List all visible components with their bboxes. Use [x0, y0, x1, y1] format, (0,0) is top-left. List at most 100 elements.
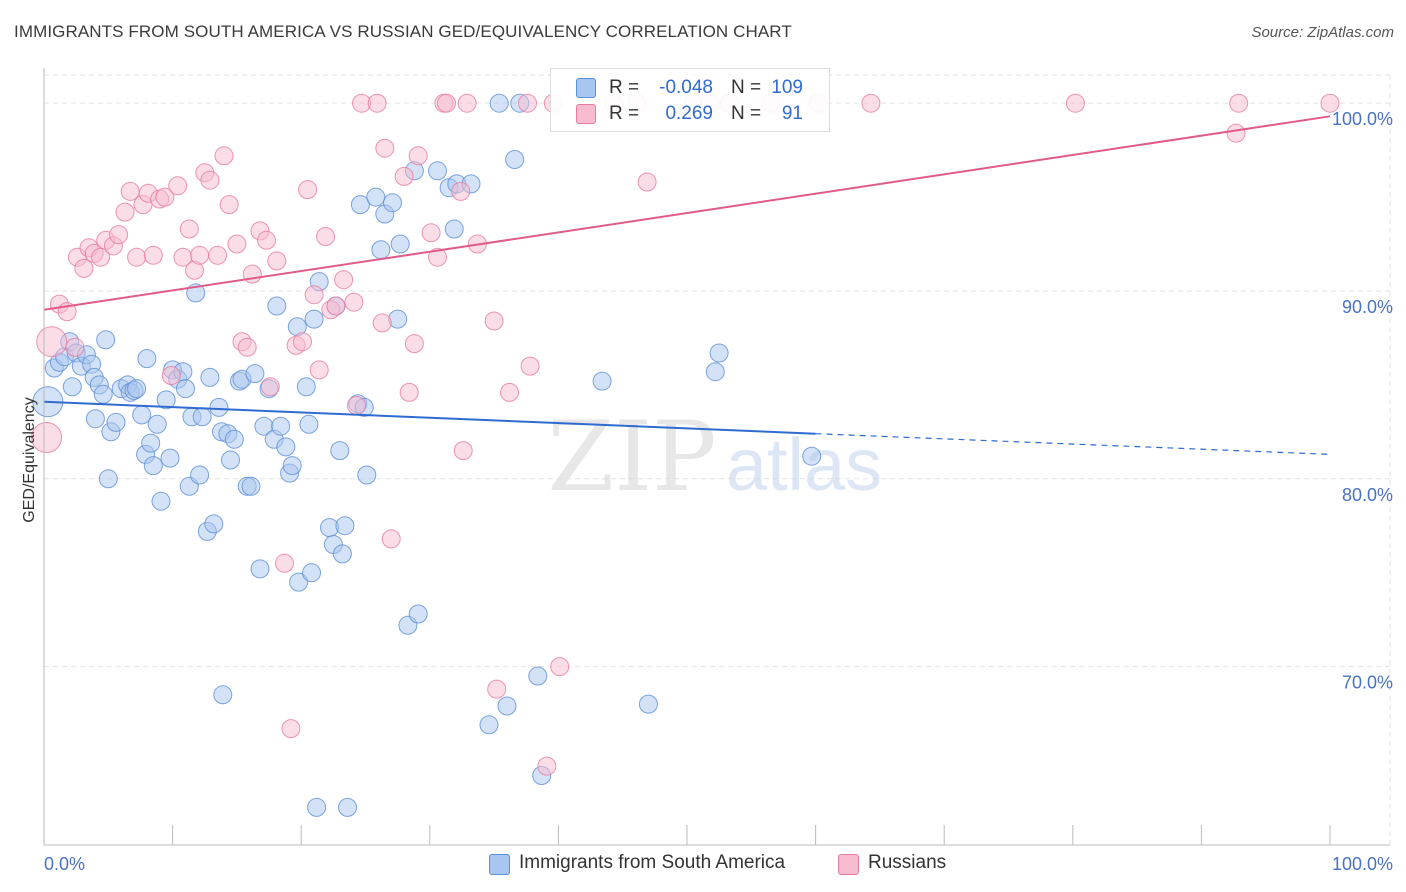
point-south-america [106, 412, 126, 432]
point-south-america [296, 377, 316, 397]
legend-r-label: R = [609, 77, 640, 98]
point-south-america [245, 364, 265, 384]
point-russians [143, 245, 163, 265]
point-russians [399, 382, 419, 402]
point-russians [242, 264, 262, 284]
y-tick-label: 90.0% [1342, 297, 1393, 317]
point-russians [428, 247, 447, 267]
point-south-america [271, 416, 291, 436]
point-south-america [505, 150, 525, 169]
point-south-america [289, 572, 309, 592]
point-russians [637, 172, 657, 192]
trend-russians [43, 115, 1331, 311]
series-legend: Immigrants from South America Russians [0, 850, 1406, 880]
data-points [31, 93, 1340, 817]
point-south-america [299, 414, 319, 434]
point-russians [214, 146, 234, 166]
point-russians [316, 227, 336, 246]
point-south-america [213, 685, 233, 705]
point-south-america [147, 414, 167, 434]
point-south-america [371, 240, 391, 260]
point-south-america [156, 390, 176, 410]
point-russians [227, 234, 247, 254]
point-russians [372, 313, 392, 333]
point-south-america [592, 371, 612, 391]
point-russians [257, 230, 276, 250]
series-swatch-russians [838, 854, 859, 875]
point-south-america [137, 349, 157, 369]
x-tick-label: 100.0% [1332, 854, 1393, 874]
legend-row-russians: R = 0.269 N = 91 [551, 101, 829, 127]
point-south-america [282, 456, 302, 476]
series-label-russians: Russians [868, 852, 947, 873]
point-south-america [705, 362, 725, 382]
legend-swatch-south-america [576, 78, 596, 98]
point-russians [344, 292, 364, 312]
y-tick-label: 100.0% [1332, 109, 1393, 129]
point-south-america [307, 797, 327, 817]
point-south-america [221, 450, 240, 470]
point-russians [347, 396, 366, 415]
point-south-america [338, 797, 357, 817]
point-south-america [62, 377, 82, 397]
point-russians [375, 138, 395, 158]
legend-row-south-america: R = -0.048 N = 109 [551, 75, 829, 101]
point-south-america [192, 407, 212, 427]
point-south-america [302, 563, 321, 583]
legend-n-label: N = [731, 77, 762, 98]
point-russians [293, 332, 312, 352]
legend-swatch-russians [576, 104, 596, 124]
point-south-america [383, 193, 402, 213]
legend-n-value: 91 [781, 103, 803, 124]
series-label-south-america: Immigrants from South America [519, 852, 786, 873]
point-russians [381, 529, 401, 549]
point-russians [298, 180, 318, 200]
y-tick-label: 70.0% [1342, 673, 1393, 693]
legend-n-label: N = [731, 103, 762, 124]
trend-south-america-extension [815, 433, 1331, 455]
point-russians [179, 219, 199, 239]
point-south-america [335, 516, 355, 536]
point-russians [200, 170, 220, 190]
y-tick-label: 80.0% [1342, 485, 1393, 505]
point-russians [1320, 93, 1340, 113]
point-south-america [93, 384, 113, 404]
point-south-america [366, 187, 386, 207]
point-south-america [638, 694, 658, 714]
point-south-america [330, 441, 350, 461]
point-south-america [200, 367, 220, 387]
trend-south-america [43, 400, 816, 435]
point-russians [115, 202, 135, 222]
point-russians [267, 251, 287, 271]
point-russians [861, 93, 881, 113]
point-russians [457, 93, 477, 113]
point-south-america [98, 469, 118, 489]
point-russians [520, 356, 540, 376]
point-russians [31, 422, 63, 453]
point-south-america [151, 491, 171, 511]
legend-r-label: R = [609, 103, 640, 124]
series-russians-points [31, 93, 1340, 776]
point-russians [487, 679, 507, 699]
point-south-america [176, 379, 195, 399]
point-south-america [250, 559, 270, 579]
point-south-america [209, 397, 229, 417]
point-russians [367, 93, 387, 113]
point-russians [421, 223, 441, 243]
point-south-america [428, 161, 447, 181]
point-russians [408, 146, 428, 166]
point-russians [161, 366, 181, 385]
point-russians [309, 360, 329, 380]
point-russians [208, 245, 228, 265]
point-south-america [444, 219, 464, 239]
point-russians [219, 195, 239, 215]
point-russians [1226, 123, 1246, 143]
point-russians [537, 756, 557, 776]
watermark-atlas: atlas [726, 423, 882, 506]
series-swatch-south-america [489, 854, 510, 875]
point-south-america [241, 476, 261, 496]
grid [44, 74, 1391, 845]
point-russians [74, 258, 94, 278]
point-russians [334, 270, 354, 290]
